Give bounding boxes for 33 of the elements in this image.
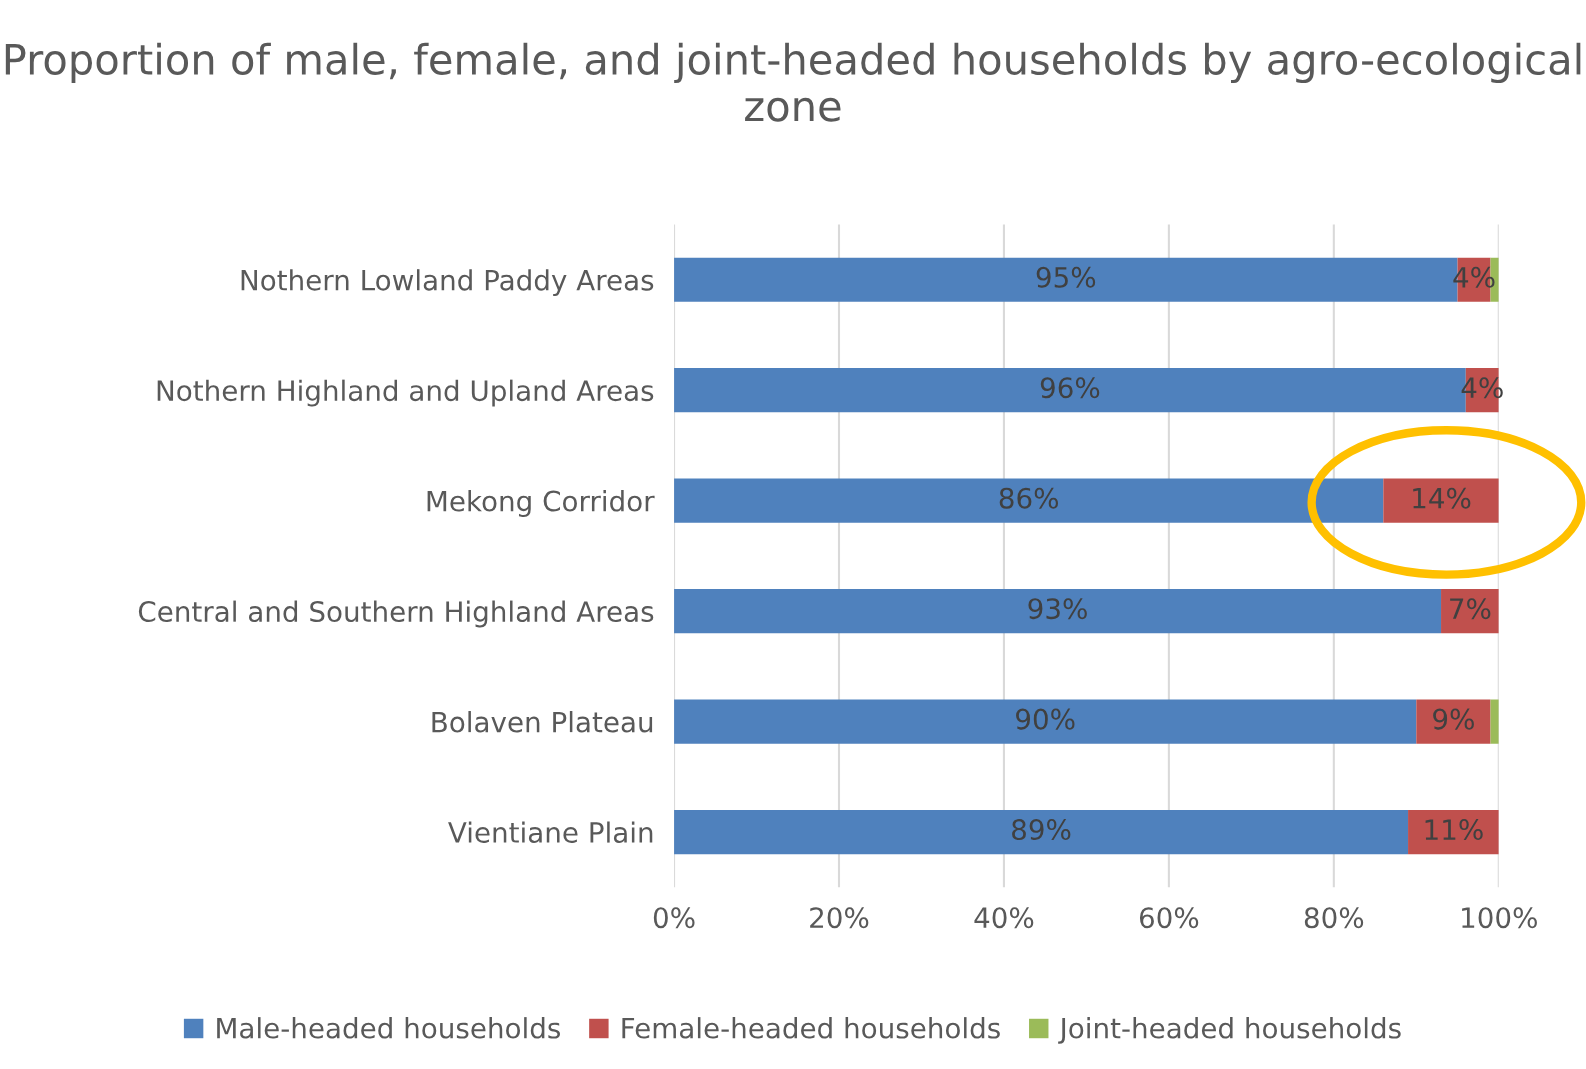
- bar: [1416, 699, 1491, 744]
- data-label: 11%: [1425, 819, 1483, 841]
- data-label: 95%: [1036, 266, 1096, 288]
- y-tick-label: Bolaven Plateau: [432, 711, 653, 733]
- y-tick-label: Nothern Lowland Paddy Areas: [241, 269, 654, 297]
- x-tick-label: 80%: [1304, 907, 1364, 929]
- bar: [1408, 809, 1499, 855]
- legend-label: Male-headed households: [217, 1017, 560, 1039]
- bar: [674, 699, 1417, 744]
- data-label: 89%: [1012, 819, 1071, 841]
- y-tick-label: Central and Southern Highland Areas: [138, 600, 654, 628]
- y-tick-label: Nothern Highland and Upland Areas: [157, 379, 654, 407]
- bar: [674, 589, 1442, 634]
- data-label: 86%: [999, 487, 1059, 509]
- legend-label: Female-headed households: [622, 1017, 1000, 1039]
- x-tick-label: 100%: [1462, 907, 1537, 929]
- bar: [674, 478, 1384, 523]
- bar: [674, 809, 1409, 855]
- x-tick-label: 40%: [974, 907, 1034, 929]
- y-tick-label: Vientiane Plain: [448, 821, 653, 843]
- data-label: 96%: [1040, 377, 1100, 399]
- bar: [1383, 478, 1499, 523]
- x-tick-label: 0%: [653, 907, 695, 929]
- x-tick-label: 60%: [1139, 907, 1199, 929]
- data-label: 93%: [1028, 598, 1087, 620]
- y-tick-label: Mekong Corridor: [427, 490, 655, 517]
- legend-label: Joint-headed households: [1058, 1017, 1401, 1044]
- data-label: 14%: [1413, 487, 1471, 509]
- x-tick-label: 20%: [810, 907, 869, 929]
- data-label: 9%: [1433, 708, 1474, 730]
- data-label: 90%: [1016, 708, 1075, 730]
- chart-title: Proportion of male, female, and joint-headed households by agro-ecological zone: [5, 42, 1581, 122]
- data-label: 7%: [1450, 598, 1491, 620]
